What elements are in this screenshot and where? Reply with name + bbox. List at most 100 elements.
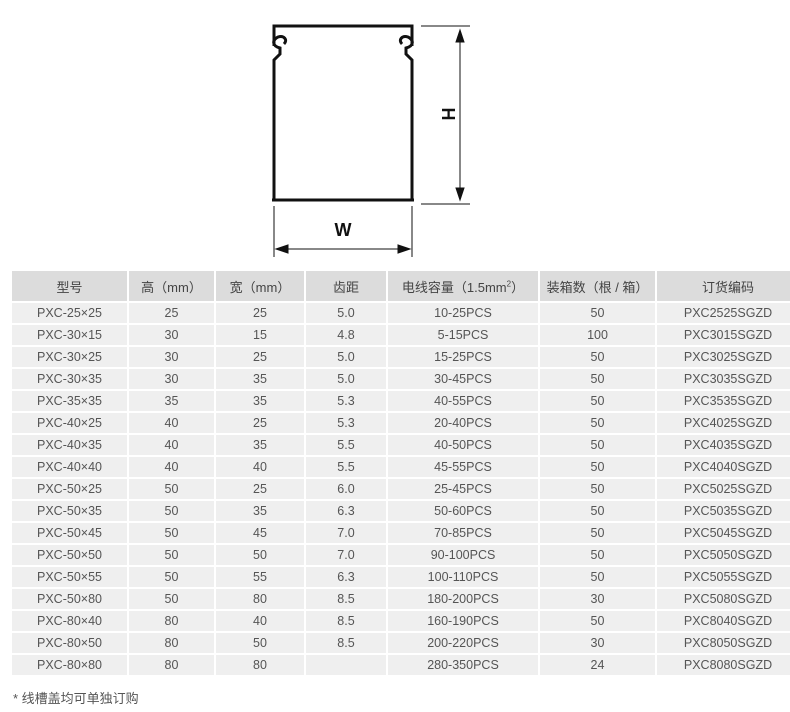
- table-row: PXC-25×25 25 25 5.0 10-25PCS 50 PXC2525SGZD: [12, 303, 790, 323]
- cell-width: 40: [216, 457, 304, 477]
- cell-capacity: 160-190PCS: [388, 611, 538, 631]
- cell-capacity: 100-110PCS: [388, 567, 538, 587]
- cell-capacity: 40-55PCS: [388, 391, 538, 411]
- cell-model: PXC-50×25: [12, 479, 127, 499]
- cell-height: 50: [129, 545, 214, 565]
- cell-model: PXC-50×80: [12, 589, 127, 609]
- cell-box-quantity: 50: [540, 567, 655, 587]
- cell-capacity: 5-15PCS: [388, 325, 538, 345]
- cell-width: 80: [216, 589, 304, 609]
- cell-model: PXC-50×50: [12, 545, 127, 565]
- header-order-code: 订货编码: [657, 271, 790, 301]
- table-row: PXC-50×80 50 80 8.5 180-200PCS 30 PXC5080SGZD: [12, 589, 790, 609]
- cell-height: 40: [129, 413, 214, 433]
- cell-width: 25: [216, 413, 304, 433]
- cell-capacity: 45-55PCS: [388, 457, 538, 477]
- cell-pitch: 8.5: [306, 589, 386, 609]
- cell-capacity: 40-50PCS: [388, 435, 538, 455]
- cell-order-code: PXC5025SGZD: [657, 479, 790, 499]
- cell-capacity: 30-45PCS: [388, 369, 538, 389]
- width-label: W: [335, 220, 352, 240]
- cell-width: 45: [216, 523, 304, 543]
- cell-pitch: 5.0: [306, 369, 386, 389]
- cell-box-quantity: 30: [540, 589, 655, 609]
- cell-capacity: 25-45PCS: [388, 479, 538, 499]
- cell-box-quantity: 50: [540, 435, 655, 455]
- header-capacity: 电线容量（1.5mm2）: [388, 271, 538, 301]
- cell-model: PXC-40×25: [12, 413, 127, 433]
- cell-width: 50: [216, 633, 304, 653]
- trunking-cross-section-diagram: H W: [272, 24, 470, 257]
- table-row: PXC-35×35 35 35 5.3 40-55PCS 50 PXC3535SGZD: [12, 391, 790, 411]
- cell-order-code: PXC5045SGZD: [657, 523, 790, 543]
- cell-pitch: 5.5: [306, 435, 386, 455]
- table-row: PXC-80×50 80 50 8.5 200-220PCS 30 PXC8050SGZD: [12, 633, 790, 653]
- cell-box-quantity: 50: [540, 523, 655, 543]
- cell-box-quantity: 30: [540, 633, 655, 653]
- cell-order-code: PXC3025SGZD: [657, 347, 790, 367]
- cell-height: 40: [129, 435, 214, 455]
- cell-box-quantity: 50: [540, 413, 655, 433]
- cell-width: 50: [216, 545, 304, 565]
- cell-pitch: 7.0: [306, 523, 386, 543]
- cell-width: 25: [216, 479, 304, 499]
- cell-order-code: PXC8040SGZD: [657, 611, 790, 631]
- cell-pitch: [306, 655, 386, 675]
- cell-width: 15: [216, 325, 304, 345]
- cell-model: PXC-40×35: [12, 435, 127, 455]
- cell-pitch: 5.5: [306, 457, 386, 477]
- cell-width: 80: [216, 655, 304, 675]
- cell-width: 25: [216, 303, 304, 323]
- cell-model: PXC-35×35: [12, 391, 127, 411]
- cell-order-code: PXC4025SGZD: [657, 413, 790, 433]
- table-row: PXC-50×45 50 45 7.0 70-85PCS 50 PXC5045SGZD: [12, 523, 790, 543]
- table-row: PXC-30×35 30 35 5.0 30-45PCS 50 PXC3035SGZD: [12, 369, 790, 389]
- cell-width: 35: [216, 501, 304, 521]
- table-row: PXC-40×40 40 40 5.5 45-55PCS 50 PXC4040SGZD: [12, 457, 790, 477]
- cell-box-quantity: 50: [540, 369, 655, 389]
- cell-box-quantity: 50: [540, 479, 655, 499]
- cell-model: PXC-30×35: [12, 369, 127, 389]
- cell-pitch: 5.0: [306, 303, 386, 323]
- cell-pitch: 6.3: [306, 567, 386, 587]
- cell-height: 50: [129, 501, 214, 521]
- table-row: PXC-50×25 50 25 6.0 25-45PCS 50 PXC5025SGZD: [12, 479, 790, 499]
- cell-height: 50: [129, 479, 214, 499]
- cell-height: 50: [129, 523, 214, 543]
- header-box-quantity: 装箱数（根 / 箱）: [540, 271, 655, 301]
- cell-order-code: PXC3015SGZD: [657, 325, 790, 345]
- cell-box-quantity: 50: [540, 347, 655, 367]
- table-row: PXC-30×15 30 15 4.8 5-15PCS 100 PXC3015SGZD: [12, 325, 790, 345]
- header-model: 型号: [12, 271, 127, 301]
- cell-order-code: PXC5080SGZD: [657, 589, 790, 609]
- cell-height: 30: [129, 325, 214, 345]
- cell-width: 40: [216, 611, 304, 631]
- cell-height: 80: [129, 633, 214, 653]
- cell-order-code: PXC5035SGZD: [657, 501, 790, 521]
- table-row: PXC-40×35 40 35 5.5 40-50PCS 50 PXC4035SGZD: [12, 435, 790, 455]
- cell-order-code: PXC8050SGZD: [657, 633, 790, 653]
- table-row: PXC-50×55 50 55 6.3 100-110PCS 50 PXC5055SGZD: [12, 567, 790, 587]
- header-width: 宽（mm）: [216, 271, 304, 301]
- cell-model: PXC-50×35: [12, 501, 127, 521]
- cell-order-code: PXC8080SGZD: [657, 655, 790, 675]
- cell-box-quantity: 50: [540, 611, 655, 631]
- cell-order-code: PXC3535SGZD: [657, 391, 790, 411]
- cell-pitch: 5.0: [306, 347, 386, 367]
- cell-capacity: 70-85PCS: [388, 523, 538, 543]
- cell-box-quantity: 50: [540, 545, 655, 565]
- table-row: PXC-80×40 80 40 8.5 160-190PCS 50 PXC8040SGZD: [12, 611, 790, 631]
- cell-model: PXC-80×80: [12, 655, 127, 675]
- cell-capacity: 200-220PCS: [388, 633, 538, 653]
- cell-width: 35: [216, 369, 304, 389]
- cell-order-code: PXC4040SGZD: [657, 457, 790, 477]
- cell-capacity: 90-100PCS: [388, 545, 538, 565]
- cell-width: 35: [216, 435, 304, 455]
- table-row: PXC-40×25 40 25 5.3 20-40PCS 50 PXC4025SGZD: [12, 413, 790, 433]
- header-pitch: 齿距: [306, 271, 386, 301]
- cell-height: 80: [129, 611, 214, 631]
- cell-height: 50: [129, 589, 214, 609]
- cell-model: PXC-50×45: [12, 523, 127, 543]
- footnote: * 线槽盖均可单独订购: [13, 691, 139, 706]
- table-header-row: 型号 高（mm） 宽（mm） 齿距 电线容量（1.5mm2） 装箱数（根 / 箱…: [12, 271, 790, 301]
